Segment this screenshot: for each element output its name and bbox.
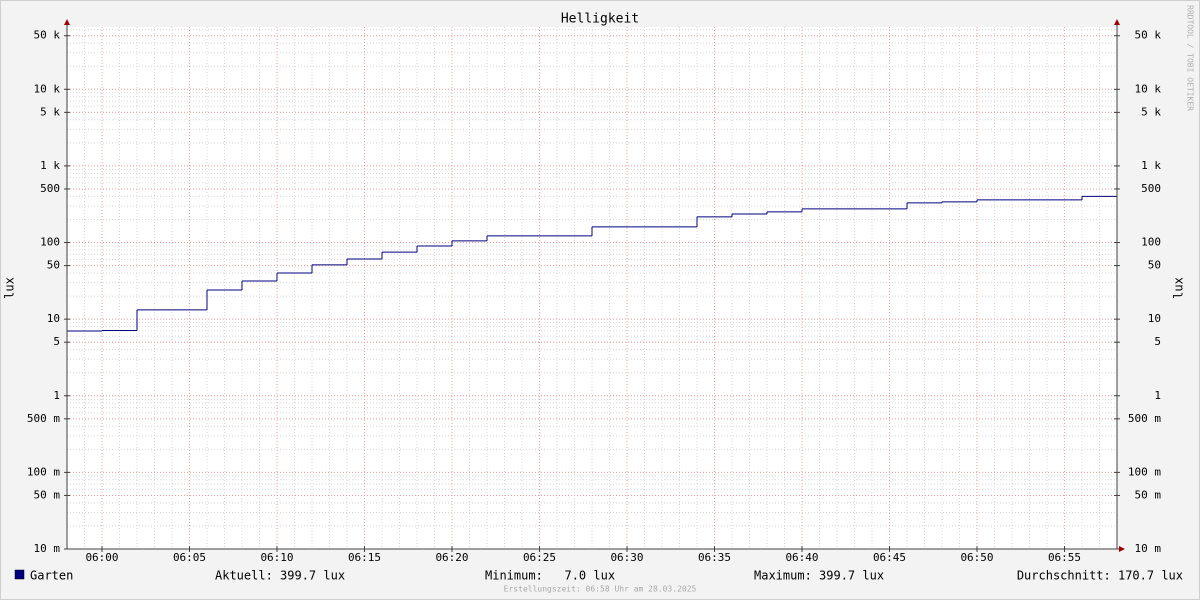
y-tick-label: 1 k: [40, 159, 60, 172]
footer: Erstellungszeit: 06:58 Uhr am 28.03.2025: [504, 585, 697, 594]
y-tick-label: 10: [47, 312, 60, 325]
y-tick-label: 50 m: [34, 488, 61, 501]
x-tick-label: 06:55: [1048, 551, 1081, 564]
x-tick-label: 06:30: [610, 551, 643, 564]
y-tick-label: 100 m: [27, 465, 60, 478]
y-tick-label: 500: [40, 182, 60, 195]
x-tick-label: 06:35: [698, 551, 731, 564]
legend-stat: Maximum: 399.7 lux: [754, 569, 884, 583]
x-tick-label: 06:50: [960, 551, 993, 564]
x-tick-label: 06:45: [873, 551, 906, 564]
y-tick-label: 5: [53, 335, 60, 348]
side-text: RRDTOOL / TOBI OETIKER: [1186, 5, 1195, 111]
chart-title: Helligkeit: [561, 12, 639, 27]
axis-arrow: [1119, 546, 1125, 552]
y2-tick-label: 50 m: [1135, 488, 1162, 501]
x-tick-label: 06:10: [260, 551, 293, 564]
axes: [64, 19, 1125, 552]
y2-tick-label: 10: [1148, 312, 1161, 325]
y2-tick-label: 50 k: [1135, 29, 1162, 42]
y2-tick-label: 500 m: [1128, 412, 1161, 425]
y-tick-label: 10 k: [34, 82, 61, 95]
x-tick-label: 06:25: [523, 551, 556, 564]
x-tick-label: 06:00: [85, 551, 118, 564]
y2-tick-label: 50: [1148, 259, 1161, 272]
y2-tick-label: 5: [1154, 335, 1161, 348]
x-tick-label: 06:15: [348, 551, 381, 564]
x-tick-label: 06:40: [785, 551, 818, 564]
y-tick-label: 100: [40, 236, 60, 249]
y-tick-label: 50 k: [34, 29, 61, 42]
x-tick-label: 06:20: [435, 551, 468, 564]
y2-tick-label: 500: [1141, 182, 1161, 195]
y2-tick-label: 1: [1154, 389, 1161, 402]
y-tick-label: 500 m: [27, 412, 60, 425]
grid: 10 m 10 m 50 m 50 m 100 m 100 m 500 m 500 m 1 1 5 5…: [27, 27, 1161, 564]
y2-tick-label: 1 k: [1141, 159, 1161, 172]
legend-stat: Minimum: 7.0 lux: [485, 569, 615, 583]
marks: [67, 195, 1117, 332]
y2-tick-label: 100: [1141, 236, 1161, 249]
axis-arrow: [1114, 19, 1120, 25]
y-tick-label: 10 m: [34, 542, 61, 555]
y-tick-label: 50: [47, 259, 60, 272]
y-axis-label: lux: [3, 277, 17, 299]
legend-label: Garten: [30, 569, 73, 583]
y-tick-label: 5 k: [40, 105, 60, 118]
y2-axis-label: lux: [1172, 277, 1186, 299]
y-tick-label: 1: [53, 389, 60, 402]
y2-tick-label: 10 k: [1135, 82, 1162, 95]
legend-stat: Aktuell: 399.7 lux: [215, 569, 345, 583]
x-tick-label: 06:05: [173, 551, 206, 564]
y2-tick-label: 100 m: [1128, 465, 1161, 478]
y2-tick-label: 5 k: [1141, 105, 1161, 118]
y2-tick-label: 10 m: [1135, 542, 1162, 555]
axis-arrow: [64, 19, 70, 25]
legend-swatch: [14, 569, 25, 580]
legend-stat: Durchschnitt: 170.7 lux: [1017, 569, 1183, 583]
